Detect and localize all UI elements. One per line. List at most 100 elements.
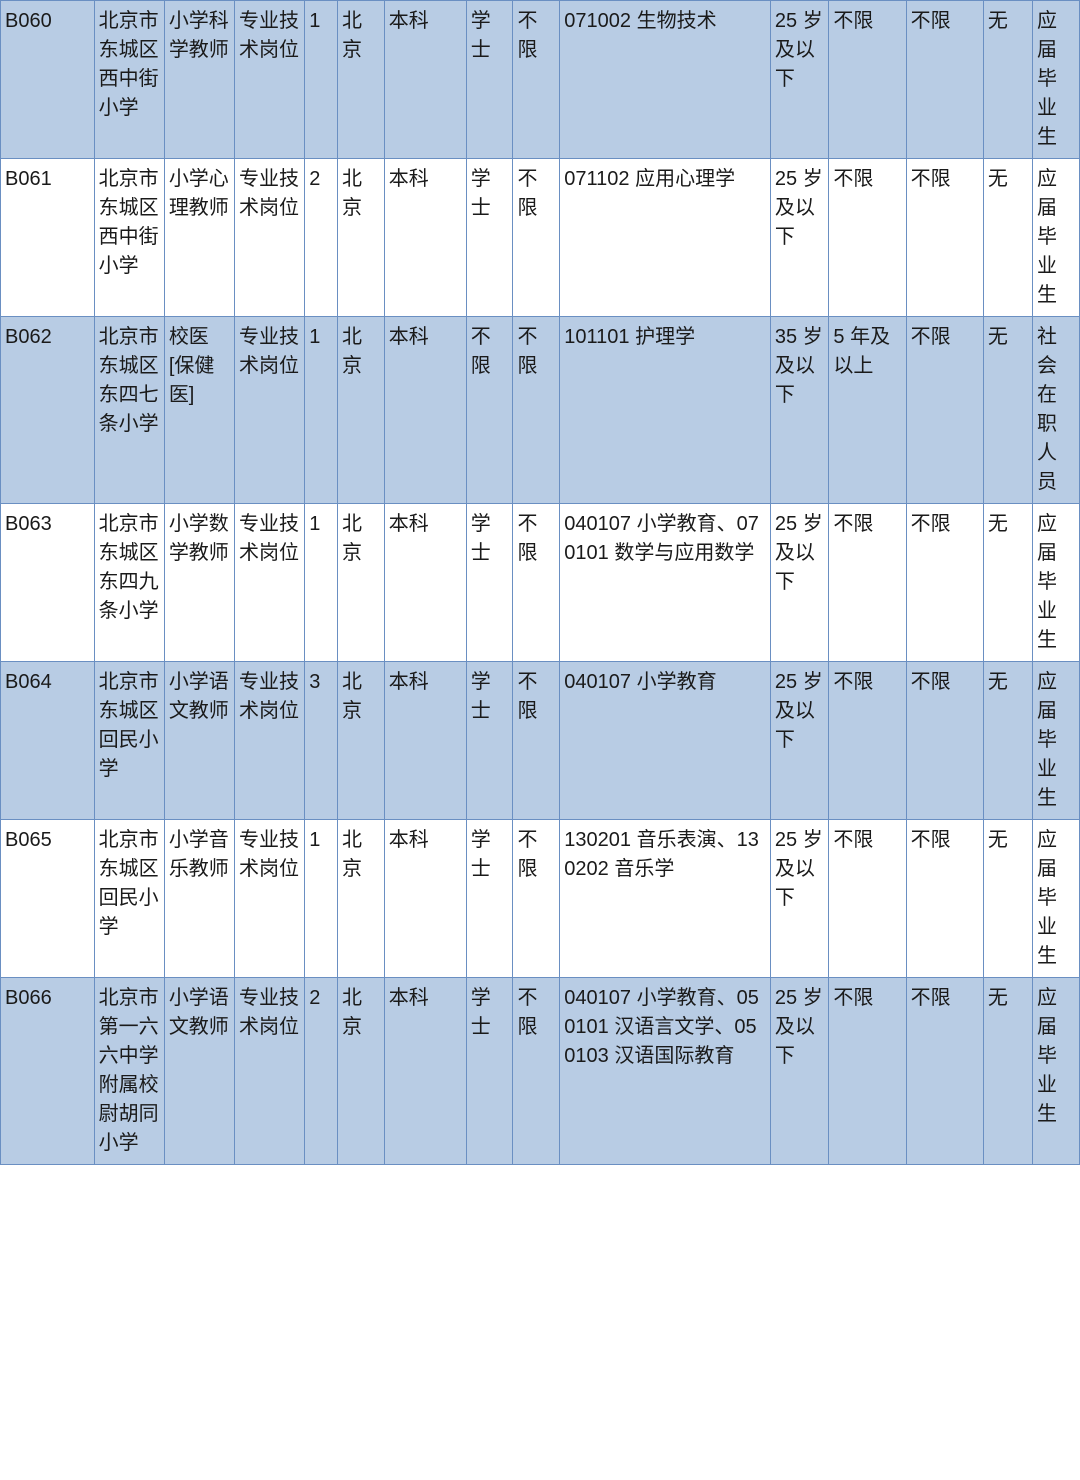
table-cell: 无 <box>983 504 1032 662</box>
table-cell: B060 <box>1 1 95 159</box>
table-cell: 校医 [保健医] <box>164 317 234 504</box>
table-cell: 1 <box>305 317 338 504</box>
table-row: B064北京市东城区回民小学小学语文教师专业技术岗位3北京本科学士不限04010… <box>1 662 1080 820</box>
table-cell: 学士 <box>466 1 513 159</box>
table-cell: 专业技术岗位 <box>235 159 305 317</box>
table-cell: 35 岁及以下 <box>770 317 829 504</box>
table-cell: 不限 <box>513 820 560 978</box>
table-cell: 北京市东城区回民小学 <box>94 662 164 820</box>
table-cell: B062 <box>1 317 95 504</box>
table-cell: 专业技术岗位 <box>235 317 305 504</box>
table-cell: 本科 <box>384 159 466 317</box>
table-cell: 25 岁及以下 <box>770 662 829 820</box>
table-cell: 北京 <box>337 978 384 1165</box>
table-cell: 不限 <box>513 504 560 662</box>
table-cell: B064 <box>1 662 95 820</box>
table-row: B062北京市东城区东四七条小学校医 [保健医]专业技术岗位1北京本科不限不限1… <box>1 317 1080 504</box>
table-cell: 不限 <box>829 662 906 820</box>
table-cell: 本科 <box>384 317 466 504</box>
table-cell: 25 岁及以下 <box>770 504 829 662</box>
recruitment-table: B060北京市东城区西中街小学小学科学教师专业技术岗位1北京本科学士不限0710… <box>0 0 1080 1165</box>
table-cell: 北京市第一六六中学附属校尉胡同小学 <box>94 978 164 1165</box>
table-cell: 无 <box>983 1 1032 159</box>
table-cell: 北京市东城区西中街小学 <box>94 1 164 159</box>
table-row: B063北京市东城区东四九条小学小学数学教师专业技术岗位1北京本科学士不限040… <box>1 504 1080 662</box>
table-cell: 北京 <box>337 317 384 504</box>
table-cell: 1 <box>305 820 338 978</box>
table-cell: B061 <box>1 159 95 317</box>
table-cell: 2 <box>305 159 338 317</box>
table-cell: 不限 <box>513 978 560 1165</box>
table-cell: 不限 <box>829 504 906 662</box>
table-cell: 无 <box>983 820 1032 978</box>
table-cell: 北京 <box>337 662 384 820</box>
table-cell: B066 <box>1 978 95 1165</box>
table-cell: 北京 <box>337 820 384 978</box>
table-cell: 不限 <box>829 1 906 159</box>
table-cell: 不限 <box>513 1 560 159</box>
table-cell: 北京市东城区西中街小学 <box>94 159 164 317</box>
table-cell: 本科 <box>384 1 466 159</box>
table-cell: 5 年及以上 <box>829 317 906 504</box>
table-cell: 071102 应用心理学 <box>560 159 771 317</box>
table-cell: 学士 <box>466 159 513 317</box>
table-cell: 学士 <box>466 978 513 1165</box>
table-cell: 040107 小学教育、050101 汉语言文学、050103 汉语国际教育 <box>560 978 771 1165</box>
table-cell: 北京市东城区东四七条小学 <box>94 317 164 504</box>
table-cell: 北京市东城区回民小学 <box>94 820 164 978</box>
table-cell: 北京 <box>337 1 384 159</box>
table-cell: 本科 <box>384 978 466 1165</box>
table-cell: 小学语文教师 <box>164 662 234 820</box>
table-cell: 学士 <box>466 662 513 820</box>
table-cell: 学士 <box>466 504 513 662</box>
table-cell: 2 <box>305 978 338 1165</box>
table-cell: 101101 护理学 <box>560 317 771 504</box>
table-cell: 无 <box>983 159 1032 317</box>
table-cell: 不限 <box>906 820 983 978</box>
table-cell: 应届毕业生 <box>1033 978 1080 1165</box>
table-cell: 北京 <box>337 159 384 317</box>
table-cell: 无 <box>983 317 1032 504</box>
table-cell: 25 岁及以下 <box>770 820 829 978</box>
table-cell: 不限 <box>513 662 560 820</box>
table-cell: 不限 <box>906 978 983 1165</box>
table-cell: 小学数学教师 <box>164 504 234 662</box>
table-cell: 1 <box>305 1 338 159</box>
table-cell: 071002 生物技术 <box>560 1 771 159</box>
table-cell: 小学科学教师 <box>164 1 234 159</box>
table-cell: 无 <box>983 978 1032 1165</box>
table-cell: 25 岁及以下 <box>770 159 829 317</box>
table-cell: 本科 <box>384 820 466 978</box>
table-cell: 040107 小学教育、070101 数学与应用数学 <box>560 504 771 662</box>
table-cell: 不限 <box>829 820 906 978</box>
table-cell: 130201 音乐表演、130202 音乐学 <box>560 820 771 978</box>
table-cell: 3 <box>305 662 338 820</box>
table-row: B061北京市东城区西中街小学小学心理教师专业技术岗位2北京本科学士不限0711… <box>1 159 1080 317</box>
table-cell: 学士 <box>466 820 513 978</box>
table-cell: 社会在职人员 <box>1033 317 1080 504</box>
table-cell: 小学语文教师 <box>164 978 234 1165</box>
table-cell: B063 <box>1 504 95 662</box>
table-cell: 应届毕业生 <box>1033 504 1080 662</box>
table-cell: 本科 <box>384 504 466 662</box>
table-cell: 不限 <box>906 662 983 820</box>
table-cell: 北京市东城区东四九条小学 <box>94 504 164 662</box>
table-cell: 不限 <box>466 317 513 504</box>
table-cell: 不限 <box>513 317 560 504</box>
table-cell: 专业技术岗位 <box>235 820 305 978</box>
table-cell: 1 <box>305 504 338 662</box>
table-cell: 不限 <box>906 504 983 662</box>
table-cell: 本科 <box>384 662 466 820</box>
table-cell: 应届毕业生 <box>1033 662 1080 820</box>
table-cell: 应届毕业生 <box>1033 159 1080 317</box>
table-cell: 不限 <box>906 1 983 159</box>
table-cell: 专业技术岗位 <box>235 662 305 820</box>
table-cell: 不限 <box>513 159 560 317</box>
table-cell: 25 岁及以下 <box>770 1 829 159</box>
table-cell: 应届毕业生 <box>1033 1 1080 159</box>
table-cell: 应届毕业生 <box>1033 820 1080 978</box>
table-cell: 不限 <box>906 317 983 504</box>
table-row: B066北京市第一六六中学附属校尉胡同小学小学语文教师专业技术岗位2北京本科学士… <box>1 978 1080 1165</box>
table-cell: 小学音乐教师 <box>164 820 234 978</box>
table-cell: 小学心理教师 <box>164 159 234 317</box>
